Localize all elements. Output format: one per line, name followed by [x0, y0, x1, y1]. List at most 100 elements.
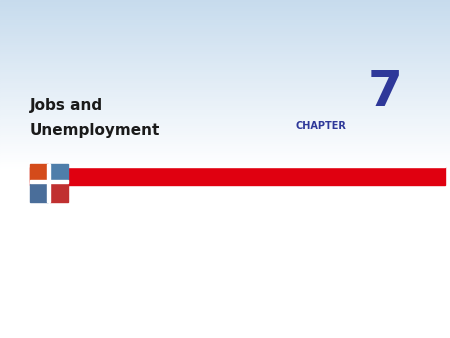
Bar [0, 31, 450, 34]
Bar [0, 264, 450, 266]
Bar [0, 155, 450, 158]
Bar [0, 259, 450, 261]
Text: CHAPTER: CHAPTER [295, 121, 346, 131]
Bar [0, 334, 450, 336]
Bar [0, 234, 450, 237]
Bar [0, 25, 450, 27]
Bar [0, 106, 450, 108]
Bar [0, 86, 450, 88]
Bar [0, 243, 450, 246]
Bar [0, 313, 450, 315]
Bar [0, 43, 450, 45]
Bar [0, 275, 450, 277]
Bar [50, 164, 68, 182]
Bar [0, 18, 450, 20]
Bar [0, 273, 450, 275]
Bar [0, 270, 450, 273]
Bar [0, 203, 450, 205]
Bar [0, 52, 450, 54]
Bar [0, 223, 450, 225]
Bar [0, 14, 450, 16]
Bar [0, 9, 450, 11]
Bar [0, 101, 450, 104]
Bar [30, 164, 48, 182]
Bar [0, 126, 450, 128]
Bar [0, 225, 450, 227]
Bar [0, 34, 450, 36]
Bar [0, 113, 450, 115]
Bar [0, 212, 450, 214]
Bar [0, 63, 450, 65]
Bar [0, 58, 450, 61]
Bar [47, 164, 50, 202]
Bar [0, 318, 450, 320]
Bar [0, 320, 450, 322]
Bar [0, 205, 450, 207]
Bar [0, 97, 450, 99]
Bar [0, 108, 450, 111]
Bar [0, 115, 450, 117]
Bar [0, 131, 450, 133]
Bar [0, 111, 450, 113]
Bar [0, 99, 450, 101]
Bar [0, 311, 450, 313]
Bar [0, 189, 450, 192]
Bar [0, 117, 450, 119]
Bar [0, 329, 450, 331]
Bar [0, 216, 450, 219]
Bar [0, 248, 450, 250]
Bar [0, 268, 450, 270]
Bar [0, 336, 450, 338]
Bar [0, 196, 450, 198]
Bar [0, 140, 450, 142]
Bar [0, 95, 450, 97]
Bar [0, 144, 450, 146]
Bar [0, 230, 450, 232]
Bar [0, 162, 450, 165]
Bar [0, 29, 450, 31]
Bar [0, 183, 450, 185]
Bar [0, 74, 450, 77]
Bar [0, 104, 450, 106]
Bar [0, 50, 450, 52]
Bar [0, 331, 450, 334]
Bar [0, 327, 450, 329]
Bar [0, 250, 450, 252]
Bar [0, 36, 450, 38]
Bar [0, 280, 450, 282]
Bar [50, 184, 68, 202]
Bar [30, 165, 445, 167]
Bar [0, 138, 450, 140]
Bar [0, 61, 450, 63]
Bar [0, 128, 450, 131]
Text: 7: 7 [368, 68, 403, 116]
Bar [0, 169, 450, 171]
Bar [0, 54, 450, 56]
Bar [0, 246, 450, 248]
Bar [0, 288, 450, 291]
Bar [0, 315, 450, 318]
Bar [0, 92, 450, 95]
Bar [0, 119, 450, 122]
Bar [0, 151, 450, 153]
Bar [0, 207, 450, 210]
Bar [0, 4, 450, 7]
Bar [0, 300, 450, 302]
Bar [0, 180, 450, 183]
Bar [0, 70, 450, 72]
Bar [0, 178, 450, 180]
Bar [0, 16, 450, 18]
Bar [0, 237, 450, 239]
Bar [0, 153, 450, 155]
Bar [0, 0, 450, 2]
Bar [0, 90, 450, 92]
Bar [0, 192, 450, 194]
Bar [0, 293, 450, 295]
Bar [0, 227, 450, 230]
Bar [0, 149, 450, 151]
Bar [0, 56, 450, 58]
Bar [0, 214, 450, 216]
Bar [0, 65, 450, 68]
Bar [0, 146, 450, 149]
Bar [0, 77, 450, 79]
